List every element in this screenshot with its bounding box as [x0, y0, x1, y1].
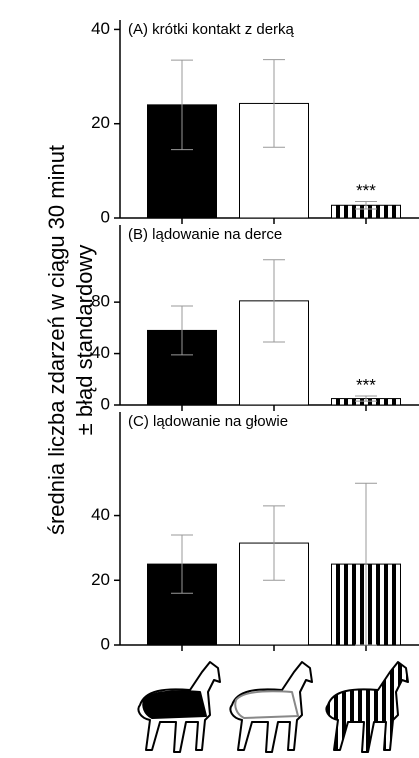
y-tick-label: 20	[91, 113, 110, 132]
horse-illustrations	[137, 661, 409, 753]
y-tick-label: 0	[101, 634, 110, 653]
panel-title: (B) lądowanie na derce	[128, 226, 282, 243]
y-axis-label: średnia liczba zdarzeń w ciągu 30 minut …	[44, 145, 97, 535]
significance: ***	[356, 375, 376, 394]
bar	[147, 329, 217, 406]
y-tick-label: 0	[101, 394, 110, 413]
y-label-line: średnia liczba zdarzeń w ciągu 30 minut	[44, 145, 69, 535]
y-tick-label: 80	[91, 292, 110, 311]
y-label-line: ± błąd standardowy	[72, 245, 97, 436]
significance: ***	[356, 181, 376, 200]
y-tick-label: 40	[91, 505, 110, 524]
panel-title: (C) lądowanie na głowie	[128, 413, 288, 430]
panel-title: (A) krótki kontakt z derką	[128, 21, 295, 38]
y-tick-label: 20	[91, 570, 110, 589]
y-tick-label: 40	[91, 343, 110, 362]
y-tick-label: 40	[91, 19, 110, 38]
y-tick-label: 0	[101, 207, 110, 226]
